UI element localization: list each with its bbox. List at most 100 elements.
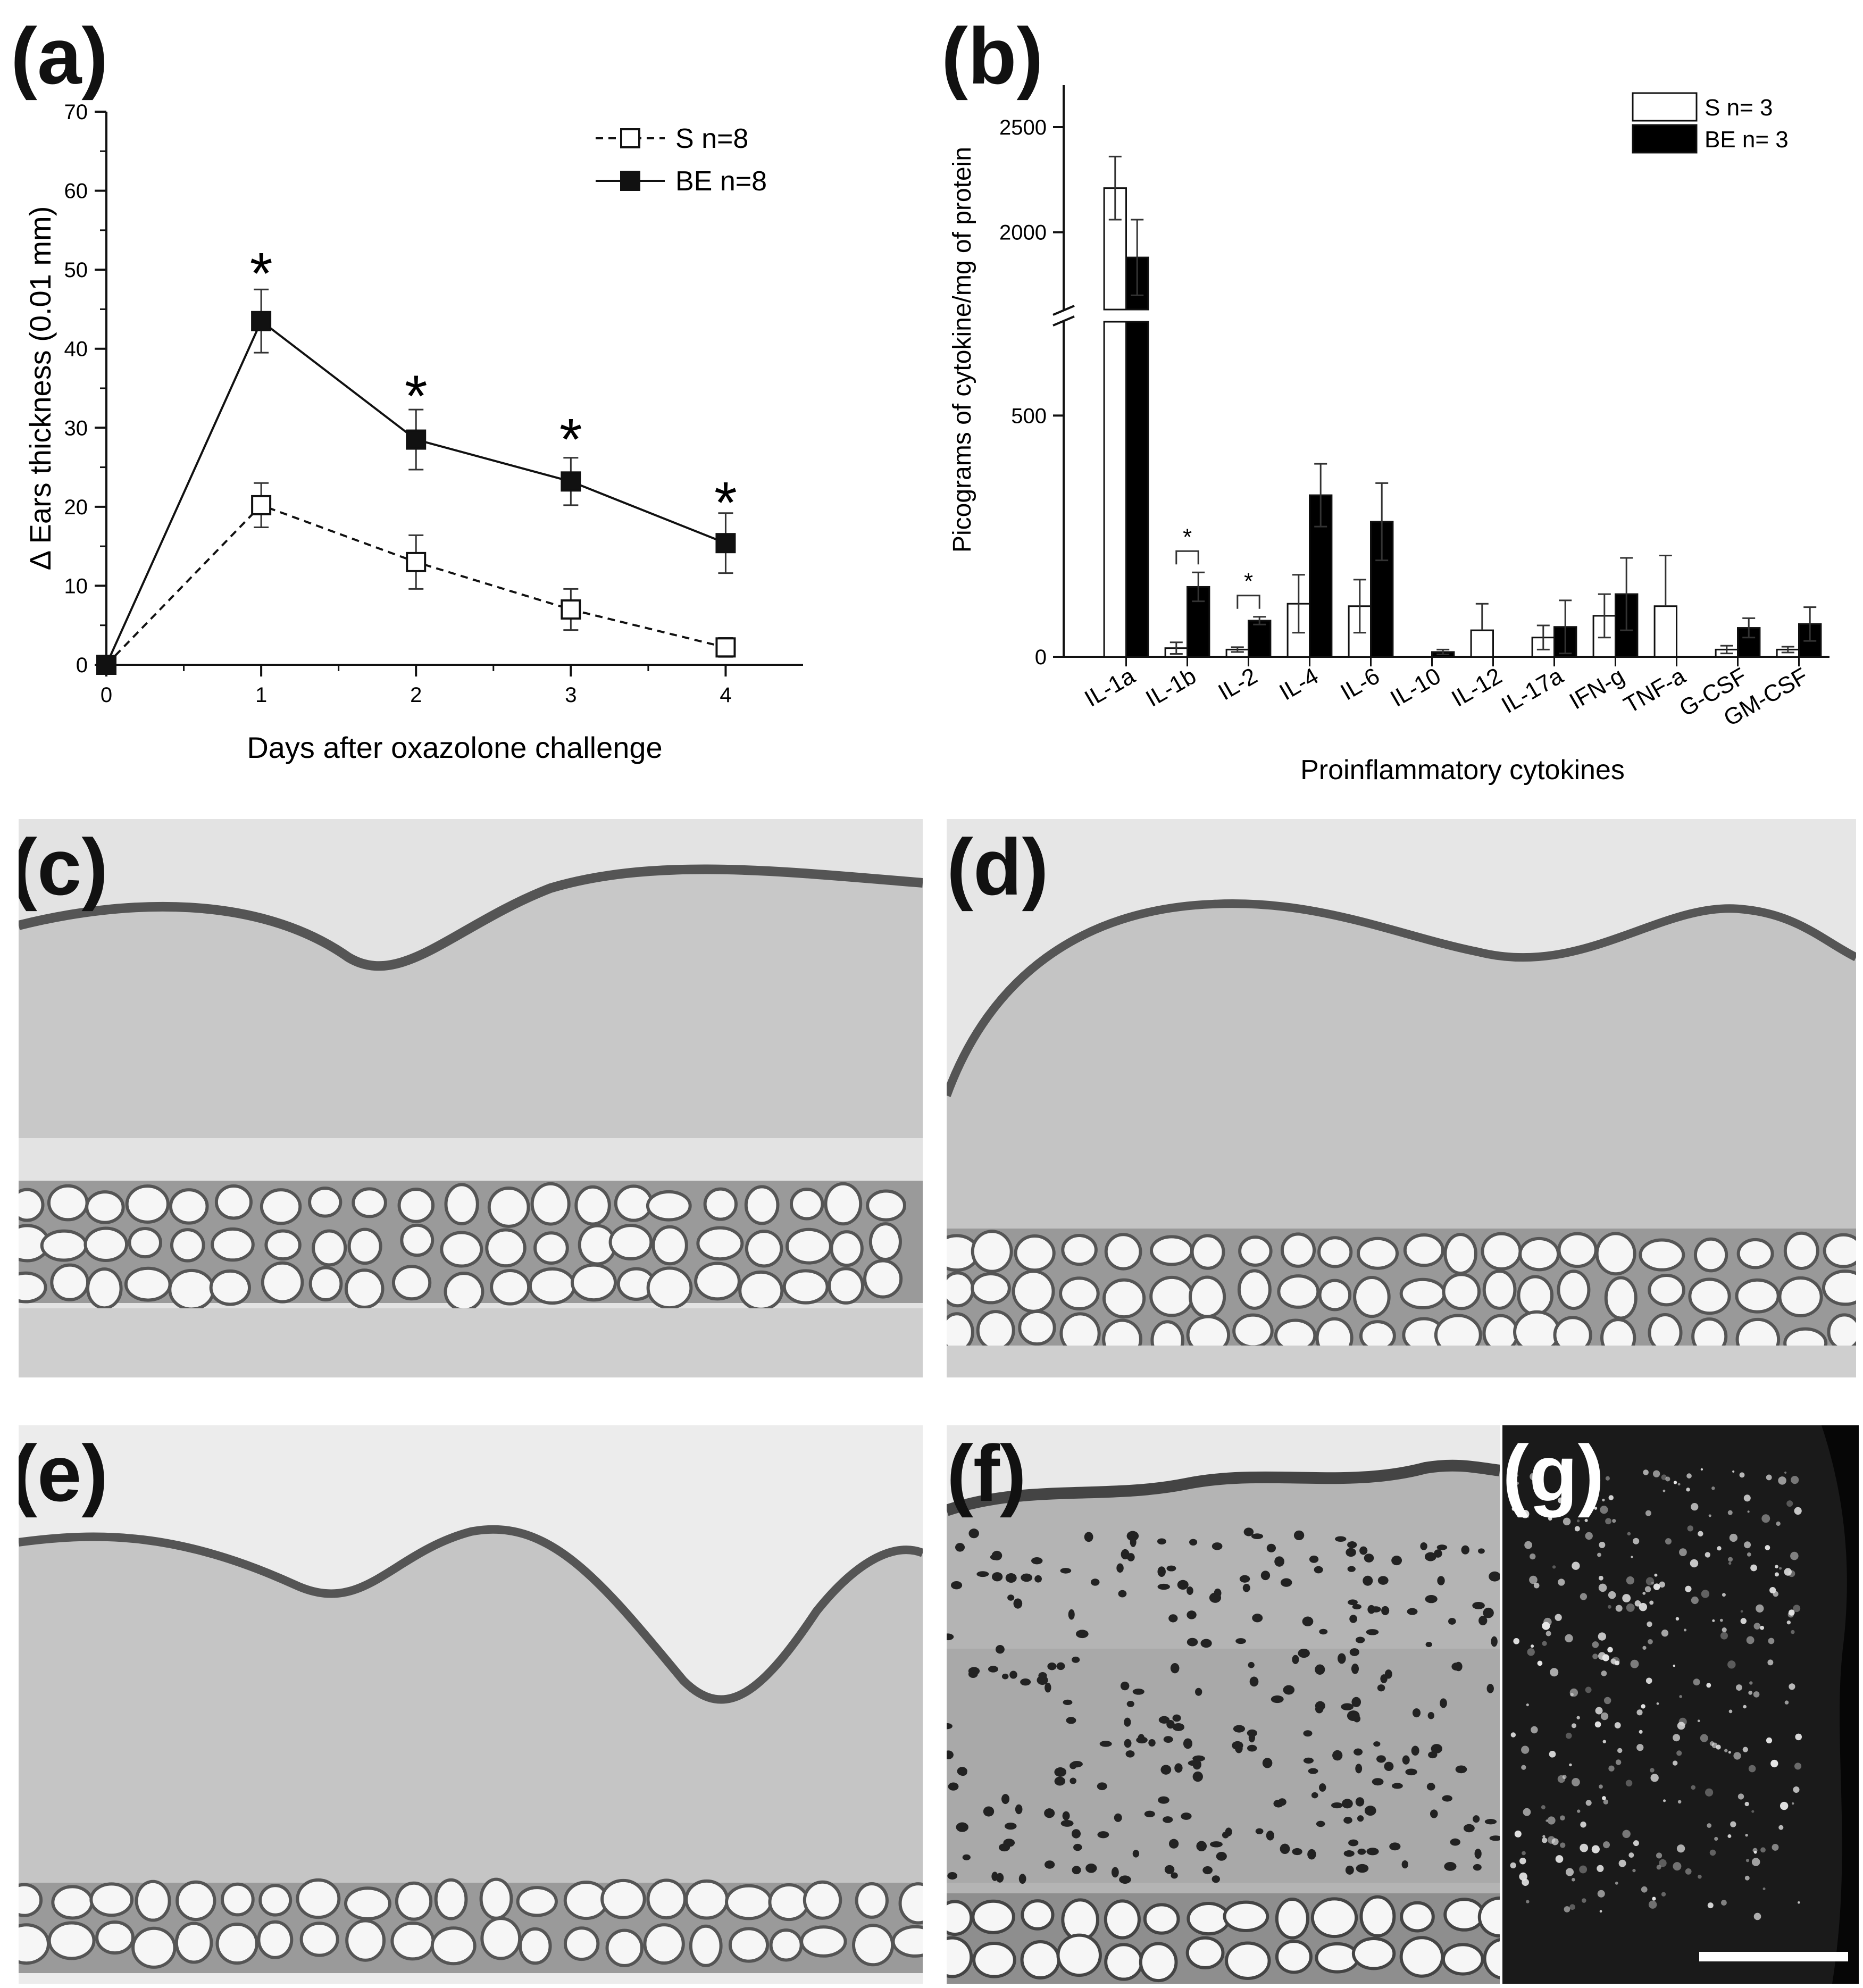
fluorescent-speckle — [1560, 1815, 1565, 1820]
adipocyte — [430, 1926, 477, 1966]
fluorescent-speckle — [1628, 1852, 1634, 1858]
cell-nucleus — [983, 1806, 995, 1817]
adipocyte — [1237, 1269, 1272, 1310]
fluorescent-speckle — [1732, 1470, 1735, 1473]
significance-star: * — [1183, 524, 1192, 550]
adipocyte — [803, 1880, 842, 1920]
cell-nucleus — [1412, 1708, 1421, 1718]
cell-nucleus — [1187, 1586, 1193, 1595]
y-tick-label: 60 — [64, 180, 88, 203]
cell-nucleus — [1315, 1664, 1325, 1675]
scale-bar — [1699, 1952, 1848, 1961]
cell-nucleus — [1232, 1741, 1243, 1750]
adipocyte — [1827, 1313, 1856, 1351]
fluorescent-speckle — [1656, 1852, 1663, 1859]
adipocyte — [1688, 1277, 1731, 1315]
fluorescent-speckle — [1594, 1721, 1601, 1728]
cell-nucleus — [1060, 1820, 1074, 1827]
cell-nucleus — [1044, 1860, 1055, 1869]
adipocyte — [1483, 1938, 1500, 1979]
bar-be — [1248, 620, 1272, 658]
adipocyte — [299, 1922, 339, 1957]
fluorescent-speckle — [1698, 1531, 1703, 1537]
adipocyte — [651, 1225, 688, 1266]
fluorescent-speckle — [1661, 1892, 1666, 1897]
cell-nucleus — [1364, 1806, 1376, 1816]
adipocyte — [1275, 1897, 1309, 1940]
adipocyte — [215, 1922, 258, 1965]
fluorescent-speckle — [1686, 1473, 1692, 1479]
data-point — [251, 311, 272, 331]
adipocyte — [89, 1882, 134, 1917]
fluorescent-speckle — [1778, 1825, 1784, 1830]
cell-nucleus — [1341, 1703, 1354, 1710]
adipocyte — [768, 1883, 810, 1922]
cell-nucleus — [1478, 1548, 1485, 1554]
cell-nucleus — [1377, 1576, 1389, 1585]
adipocyte — [19, 1271, 47, 1304]
fluorescent-speckle — [1608, 1495, 1614, 1500]
adipocyte — [855, 1882, 889, 1919]
fluorescent-speckle — [1679, 1548, 1687, 1556]
panel-label-f: (f) — [947, 1429, 1026, 1518]
fluorescent-speckle — [1630, 1659, 1639, 1668]
significance-star: * — [250, 241, 273, 306]
cell-nucleus — [1157, 1583, 1170, 1590]
fluorescent-speckle — [1615, 1759, 1622, 1765]
cell-nucleus — [1486, 1684, 1494, 1693]
adipocyte — [971, 1230, 1013, 1273]
cell-nucleus — [1425, 1642, 1432, 1648]
fluorescent-speckle — [1510, 1862, 1516, 1869]
cell-nucleus — [1442, 1795, 1452, 1802]
fluorescent-speckle — [1547, 1836, 1556, 1844]
fluorescent-speckle — [1792, 1802, 1794, 1805]
adipocyte — [563, 1926, 600, 1961]
cell-nucleus — [1242, 1584, 1250, 1592]
fluorescent-speckle — [1778, 1476, 1786, 1485]
adipocyte — [1056, 1933, 1102, 1977]
adipocyte — [1018, 1309, 1056, 1346]
fluorescent-speckle — [1719, 1618, 1723, 1622]
fluorescent-speckle — [1753, 1623, 1761, 1630]
cell-nucleus — [1483, 1607, 1494, 1618]
fluorescent-speckle — [1565, 1634, 1573, 1643]
fluorescent-speckle — [1697, 1719, 1700, 1723]
fluorescent-speckle — [1744, 1801, 1749, 1807]
cell-nucleus — [1303, 1757, 1314, 1764]
y-axis-label: Picograms of cytokine/mg of protein — [948, 147, 976, 553]
fluorescent-speckle — [1691, 1785, 1696, 1790]
cell-nucleus — [1124, 1717, 1131, 1727]
chart-a: 0 10 20 30 40 50 60 70 0 1 2 3 4 Days after oxazolone… — [0, 0, 915, 798]
adipocyte — [1399, 1277, 1446, 1309]
cell-nucleus — [1251, 1533, 1264, 1539]
fluorescent-speckle — [1580, 1822, 1586, 1828]
cell-nucleus — [1348, 1599, 1358, 1606]
fluorescent-speckle — [1743, 1705, 1747, 1709]
fluorescent-speckle — [1576, 1519, 1580, 1523]
significance-bracket — [1175, 550, 1199, 565]
y-tick-label: 30 — [64, 416, 88, 440]
fluorescent-speckle — [1751, 1858, 1760, 1866]
fluorescent-speckle — [1700, 1468, 1703, 1471]
legend-swatch — [1632, 124, 1698, 154]
fluorescent-speckle — [1641, 1886, 1648, 1893]
fluorescent-speckle — [1601, 1670, 1607, 1676]
cell-nucleus — [1192, 1771, 1203, 1782]
cell-nucleus — [950, 1581, 963, 1590]
adipocyte — [605, 1928, 644, 1967]
fluorescent-speckle — [1661, 1474, 1667, 1480]
cell-nucleus — [1116, 1563, 1124, 1573]
adipocyte — [1441, 1943, 1484, 1976]
cell-nucleus — [1436, 1544, 1448, 1550]
fluorescent-speckle — [1727, 1510, 1733, 1515]
cell-nucleus — [1384, 1761, 1394, 1772]
chart-a-svg: 0 10 20 30 40 50 60 70 0 1 2 3 4 Days after oxazolone… — [23, 101, 803, 764]
fluorescent-speckle — [1772, 1843, 1779, 1851]
cell-nucleus — [1168, 1614, 1178, 1623]
cell-nucleus — [1248, 1661, 1255, 1668]
cell-nucleus — [1260, 1571, 1271, 1581]
cell-nucleus — [1352, 1604, 1361, 1610]
fluorescent-speckle — [1537, 1660, 1543, 1666]
adipocyte — [1280, 1232, 1316, 1268]
data-point — [715, 637, 736, 658]
